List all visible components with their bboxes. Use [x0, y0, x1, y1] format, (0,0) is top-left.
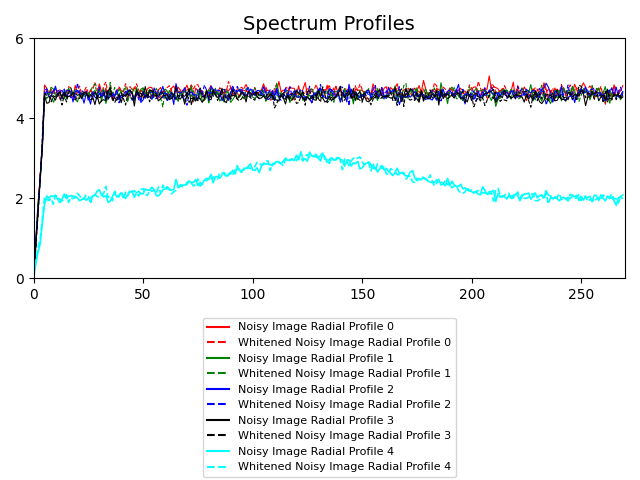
- Title: Spectrum Profiles: Spectrum Profiles: [243, 15, 415, 34]
- Legend: Noisy Image Radial Profile 0, Whitened Noisy Image Radial Profile 0, Noisy Image: Noisy Image Radial Profile 0, Whitened N…: [203, 318, 456, 477]
